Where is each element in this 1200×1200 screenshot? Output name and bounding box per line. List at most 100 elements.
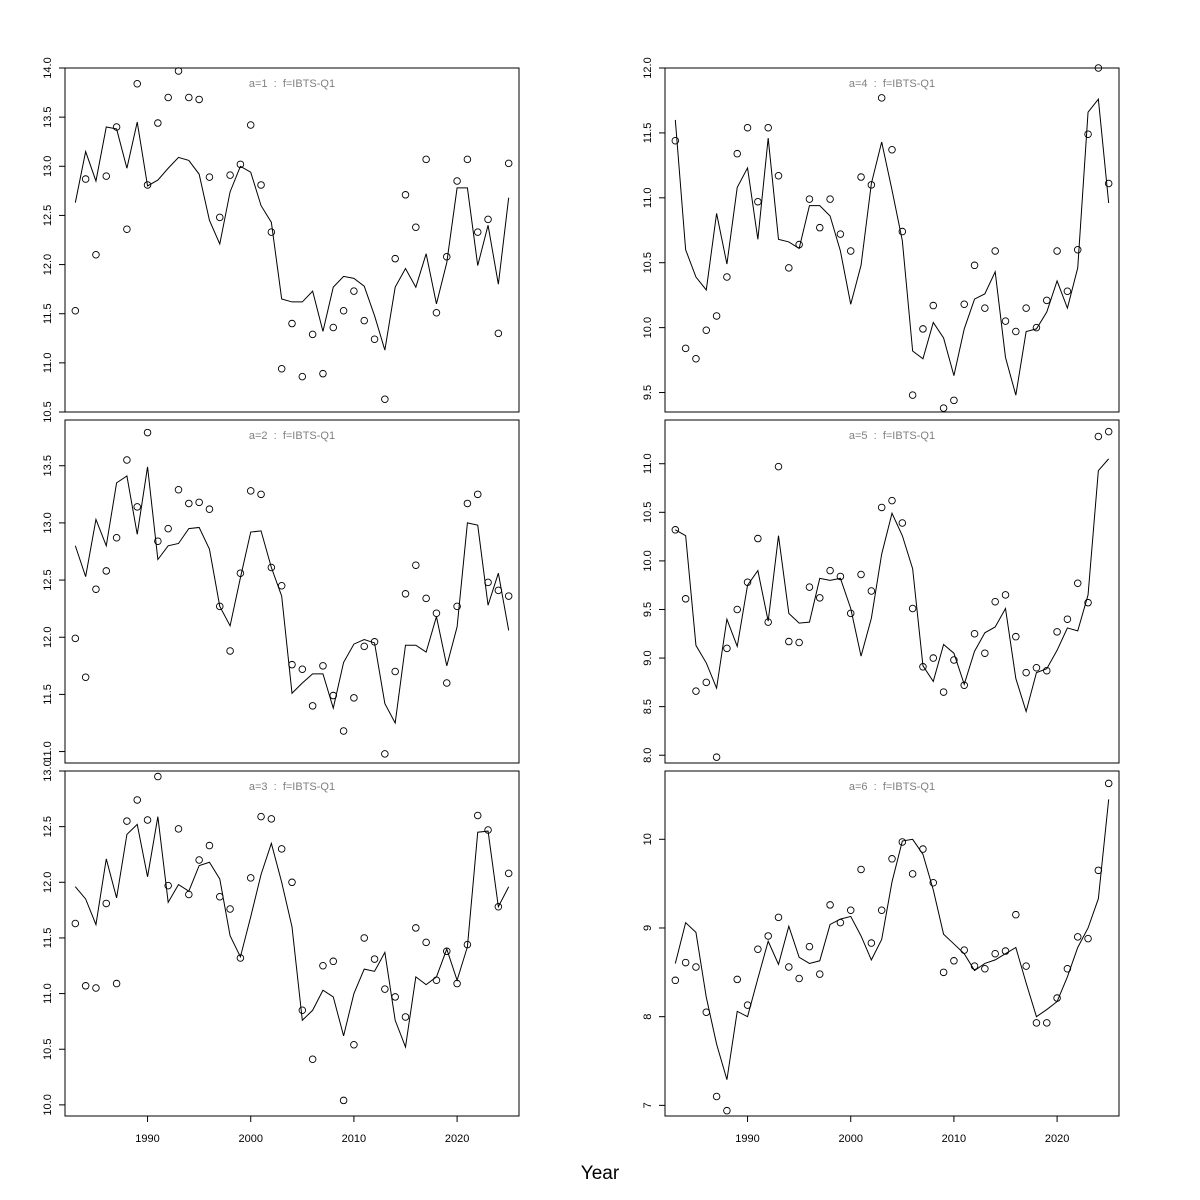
observed-point xyxy=(939,688,948,696)
observed-point xyxy=(216,213,224,222)
observed-point xyxy=(381,395,389,403)
observed-point xyxy=(867,939,876,947)
observed-point xyxy=(836,230,845,238)
observed-point xyxy=(826,566,834,575)
observed-point xyxy=(360,642,368,651)
observed-point xyxy=(981,965,989,973)
y-tick-label: 9.5 xyxy=(642,385,654,400)
y-tick-label: 10.5 xyxy=(642,502,654,523)
observed-point xyxy=(888,146,896,154)
observed-point xyxy=(1063,287,1072,296)
observed-point xyxy=(391,667,399,676)
observed-point xyxy=(1012,910,1020,919)
observed-point xyxy=(877,503,886,512)
y-tick-label: 13.5 xyxy=(42,106,54,127)
observed-point xyxy=(329,691,338,700)
observed-point xyxy=(970,261,979,270)
observed-point xyxy=(950,656,958,664)
observed-point xyxy=(143,428,152,437)
observed-point xyxy=(1032,664,1041,672)
observed-point xyxy=(1073,579,1082,587)
observed-point xyxy=(754,534,762,543)
observed-point xyxy=(339,1096,348,1105)
x-tick-label: 2000 xyxy=(238,1133,262,1145)
observed-point xyxy=(836,572,845,581)
observed-point xyxy=(226,171,234,179)
observed-point xyxy=(391,993,399,1001)
y-tick-label: 12.5 xyxy=(42,569,54,590)
observed-point xyxy=(81,175,90,183)
observed-point xyxy=(991,247,999,255)
observed-point xyxy=(216,602,224,611)
observed-point xyxy=(733,149,741,158)
observed-point xyxy=(754,945,762,954)
observed-point xyxy=(919,325,927,333)
observed-point xyxy=(1012,632,1020,641)
y-tick-label: 8.5 xyxy=(642,699,654,714)
observed-point xyxy=(908,604,917,613)
observed-point xyxy=(370,335,379,344)
observed-point xyxy=(236,954,245,962)
observed-point xyxy=(939,968,948,977)
observed-point xyxy=(857,173,865,181)
y-tick-label: 13.0 xyxy=(42,760,54,781)
observed-point xyxy=(123,225,131,233)
observed-point xyxy=(733,975,741,984)
observed-point xyxy=(267,563,276,572)
panel-title: a=2 : f=IBTS-Q1 xyxy=(249,430,335,442)
observed-point xyxy=(308,702,317,710)
observed-point xyxy=(981,304,989,312)
observed-point xyxy=(929,301,938,310)
observed-point xyxy=(71,919,80,928)
observed-point xyxy=(226,905,234,913)
observed-point xyxy=(102,899,111,908)
observed-point xyxy=(443,252,451,261)
observed-point xyxy=(257,812,265,821)
observed-point xyxy=(846,609,855,618)
observed-point xyxy=(463,499,472,508)
panel-title: a=6 : f=IBTS-Q1 xyxy=(849,781,935,793)
observed-point xyxy=(164,881,172,890)
observed-point xyxy=(764,123,772,132)
observed-point xyxy=(133,796,141,804)
panel-frame xyxy=(64,419,520,764)
observed-point xyxy=(453,177,461,185)
y-tick-label: 12.0 xyxy=(42,627,54,648)
observed-point xyxy=(991,597,999,606)
observed-point xyxy=(143,816,152,824)
observed-point xyxy=(288,878,296,887)
observed-point xyxy=(816,970,824,978)
observed-point xyxy=(504,159,513,168)
observed-point xyxy=(174,485,183,494)
y-tick-label: 9.0 xyxy=(642,650,654,665)
observed-point xyxy=(360,934,368,942)
observed-point xyxy=(692,687,700,695)
observed-point xyxy=(71,634,80,643)
observed-point xyxy=(484,215,492,224)
observed-point xyxy=(805,942,814,951)
observed-point xyxy=(991,949,999,958)
observed-point xyxy=(1094,64,1103,72)
observed-point xyxy=(671,976,680,985)
observed-point xyxy=(712,753,721,761)
observed-point xyxy=(1104,427,1113,436)
observed-point xyxy=(267,228,276,236)
observed-point xyxy=(743,1001,752,1009)
observed-point xyxy=(185,93,193,102)
observed-point xyxy=(1094,432,1103,441)
panel-frame xyxy=(664,419,1120,764)
observed-point xyxy=(1104,179,1113,188)
observed-point xyxy=(681,344,690,353)
observed-point xyxy=(463,155,472,164)
observed-point xyxy=(381,985,389,993)
observed-point xyxy=(92,585,100,593)
observed-point xyxy=(816,594,824,602)
observed-point xyxy=(764,618,772,626)
observed-point xyxy=(1001,317,1010,325)
observed-point xyxy=(1073,933,1082,941)
observed-point xyxy=(712,312,721,320)
observed-point xyxy=(494,329,503,338)
x-tick-label: 1990 xyxy=(135,1133,159,1145)
observed-point xyxy=(1032,1019,1041,1027)
y-tick-label: 12.5 xyxy=(42,205,54,226)
